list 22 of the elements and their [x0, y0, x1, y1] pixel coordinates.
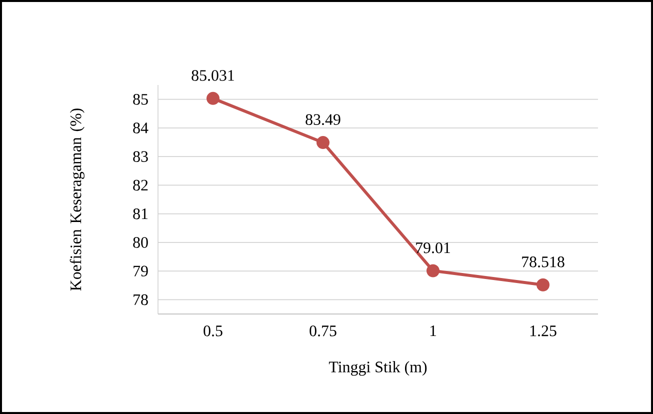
- y-tick-label: 85: [133, 94, 148, 105]
- y-tick-label: 84: [133, 122, 148, 134]
- y-tick-label: 81: [133, 208, 148, 220]
- data-label: 78.518: [522, 256, 564, 268]
- x-tick-label: 1.25: [530, 326, 556, 336]
- data-label: 83.49: [306, 114, 340, 126]
- y-tick-label: 82: [133, 180, 148, 191]
- y-tick-label: 78: [134, 294, 148, 306]
- data-label: 85.031: [192, 70, 234, 81]
- y-tick-label: 80: [133, 237, 148, 248]
- x-tick-label: 0.5: [204, 326, 222, 336]
- y-tick-label: 79: [134, 266, 148, 276]
- x-axis-title: Tinggi Stik (m): [328, 361, 427, 376]
- point: [426, 264, 440, 278]
- x-tick-label: 0.75: [310, 326, 336, 336]
- y-axis-title: Koefisien Keseragaman (%): [70, 108, 84, 291]
- point: [536, 278, 550, 292]
- point: [206, 92, 220, 105]
- data-label: 79.01: [416, 242, 450, 254]
- x-tick-label: 1: [430, 326, 436, 336]
- y-tick-label: 83: [133, 151, 148, 162]
- point: [316, 136, 330, 150]
